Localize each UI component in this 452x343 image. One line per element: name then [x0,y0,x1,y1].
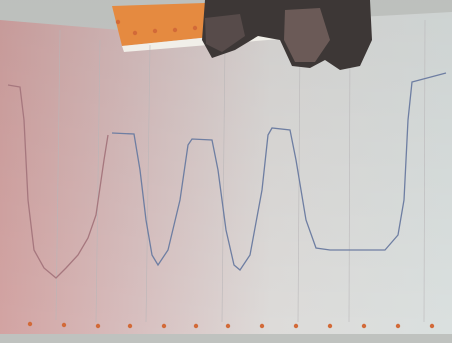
hole [173,28,177,32]
hole [193,26,197,30]
hole [133,31,137,35]
hole [226,324,230,328]
hole [62,323,66,327]
hole [28,322,32,326]
hole [396,324,400,328]
hole [362,324,366,328]
hole [153,29,157,33]
hole [116,20,120,24]
hole [194,324,198,328]
hole [162,324,166,328]
page [0,0,452,343]
hole [430,324,434,328]
hole [294,324,298,328]
hole [328,324,332,328]
photo [0,0,452,343]
hole [260,324,264,328]
table-edge [0,334,452,343]
hole [128,324,132,328]
hole [96,324,100,328]
